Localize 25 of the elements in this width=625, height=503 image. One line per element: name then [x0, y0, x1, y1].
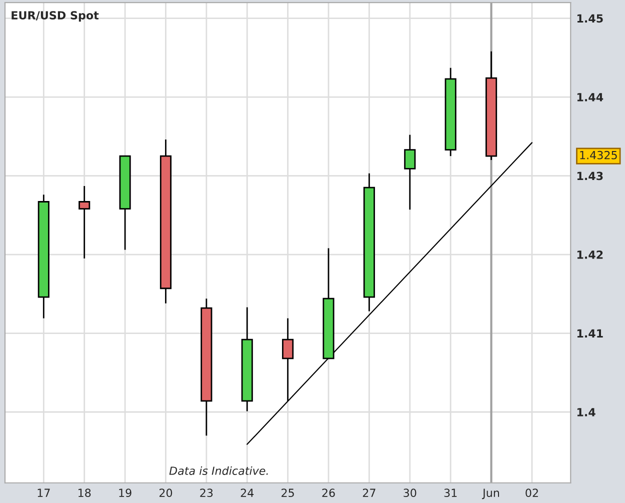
y-tick-label: 1.45 [577, 14, 603, 23]
x-tick-label: 30 [404, 488, 416, 498]
y-tick-label: 1.4 [577, 408, 596, 416]
x-tick-label: Jun [482, 488, 500, 500]
text: 1.4325 [580, 150, 617, 160]
x-tick-label: 27 [362, 488, 376, 497]
y-tick-label: 1.43 [577, 172, 603, 180]
y-tick-label: 1.41 [577, 329, 603, 338]
x-tick-label: 24 [240, 488, 254, 497]
x-tick-label: 20 [159, 488, 172, 498]
candlestick [404, 134, 416, 210]
x-tick-label: 02 [526, 488, 538, 498]
x-tick-label: 23 [200, 488, 213, 498]
y-tick-label: 1.42 [577, 250, 603, 259]
candlestick [78, 185, 90, 260]
candlestick [282, 318, 294, 402]
x-tick-label: 18 [78, 488, 91, 498]
text: EUR/USD Spot [12, 11, 99, 22]
x-tick-label: 19 [119, 488, 132, 498]
y-tick-label: 1.44 [577, 93, 604, 102]
x-tick-label: 26 [322, 488, 335, 498]
annotation: Data is Indicative. [169, 466, 268, 475]
x-tick-label: 17 [38, 488, 50, 497]
x-tick-label: 31 [444, 488, 457, 498]
x-tick-label: 25 [282, 488, 294, 498]
